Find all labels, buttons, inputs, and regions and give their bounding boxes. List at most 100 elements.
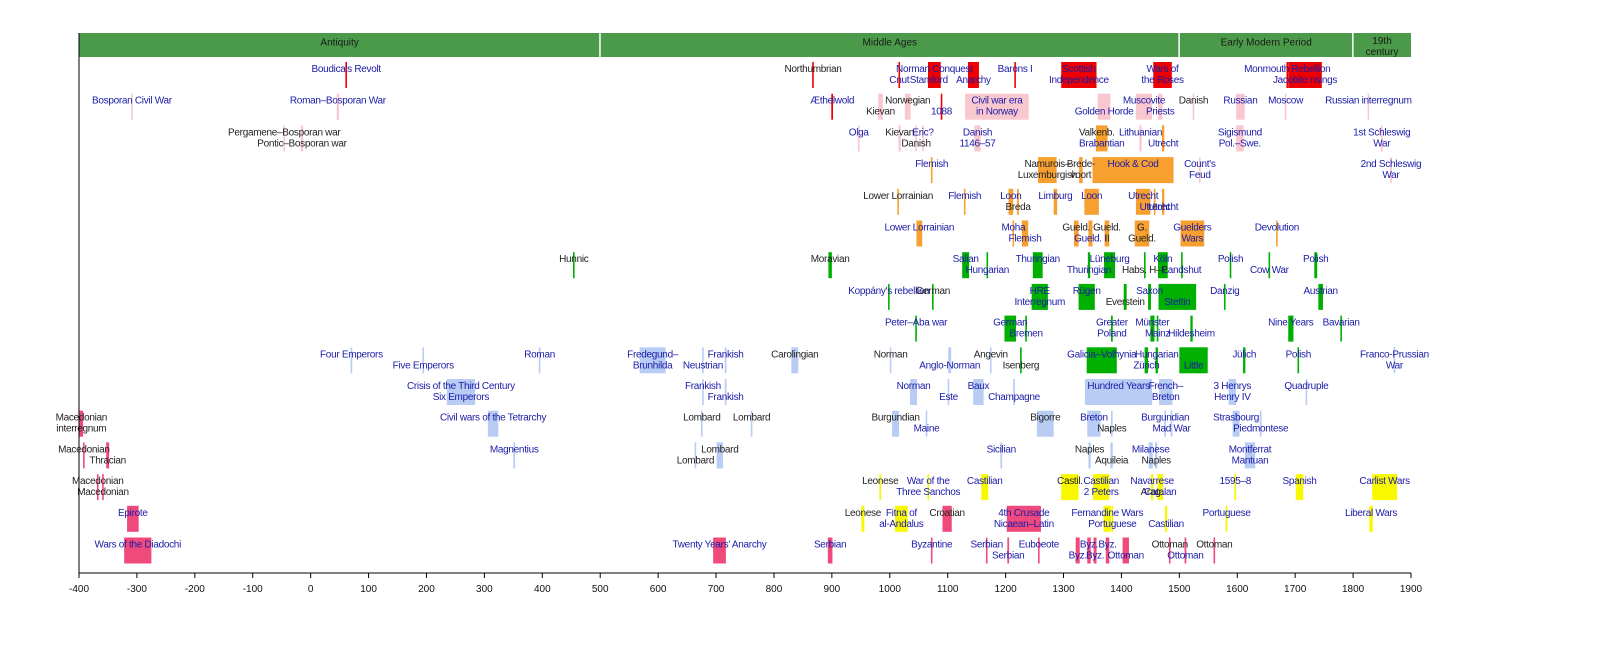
- event-label[interactable]: Ottoman: [1108, 551, 1145, 562]
- event-label[interactable]: Saxon: [1136, 286, 1163, 297]
- event-label[interactable]: Este: [939, 392, 959, 403]
- event-label[interactable]: Zürich: [1133, 360, 1159, 371]
- event-label[interactable]: Ottoman: [1167, 551, 1204, 562]
- event-label[interactable]: Byzantine: [911, 540, 953, 551]
- event-label[interactable]: Serbian: [971, 540, 1004, 551]
- event-label[interactable]: Twenty Years' Anarchy: [673, 540, 768, 551]
- event-label[interactable]: Roman–Bosporan War: [290, 96, 387, 107]
- event-label[interactable]: Brabantian: [1079, 138, 1125, 149]
- event-label[interactable]: Boudica's Revolt: [312, 64, 382, 75]
- event-label[interactable]: Utrecht: [1148, 138, 1179, 149]
- event-label[interactable]: Muscovite: [1123, 96, 1166, 107]
- event-label[interactable]: Anglo-Norman: [919, 360, 980, 371]
- event-label[interactable]: Byz.: [1069, 551, 1088, 562]
- event-label[interactable]: 1088: [931, 107, 953, 118]
- event-label[interactable]: Salian: [953, 254, 979, 265]
- event-label[interactable]: Magnentius: [490, 444, 539, 455]
- event-label[interactable]: Polish: [1218, 254, 1244, 265]
- event-label[interactable]: Stamford: [910, 75, 948, 86]
- event-label[interactable]: 3 Henrys Henry IV: [1214, 381, 1252, 403]
- event-label[interactable]: Quadruple: [1284, 381, 1329, 392]
- event-label[interactable]: Lüneburg: [1090, 254, 1130, 265]
- event-label[interactable]: Nine Years: [1268, 318, 1314, 329]
- event-label[interactable]: War of the Three Sanchos: [896, 476, 961, 498]
- event-label[interactable]: Bosporan Civil War: [92, 96, 173, 107]
- event-label[interactable]: Neustrian: [683, 360, 723, 371]
- event-label[interactable]: Flemish: [1009, 234, 1042, 245]
- event-label[interactable]: Milanese: [1132, 444, 1171, 455]
- event-label[interactable]: Landshut: [1163, 265, 1203, 276]
- event-label[interactable]: Mainz: [1145, 329, 1171, 340]
- event-label[interactable]: Danzig: [1210, 286, 1240, 297]
- event-label[interactable]: Greater Poland: [1096, 318, 1129, 340]
- event-label[interactable]: Spanish: [1282, 476, 1316, 487]
- event-label[interactable]: Utrecht: [1148, 202, 1179, 213]
- event-label[interactable]: Fredegund– Brunhilda: [627, 349, 679, 371]
- event-label[interactable]: Cow War: [1250, 265, 1290, 276]
- event-label[interactable]: Lower Lorrainian: [884, 223, 954, 234]
- event-label[interactable]: Euboeote: [1019, 540, 1060, 551]
- event-label[interactable]: Baux: [968, 381, 990, 392]
- event-label[interactable]: Burgundian: [1141, 413, 1189, 424]
- event-label[interactable]: Moha: [1001, 223, 1026, 234]
- event-label[interactable]: Byz.: [1080, 540, 1099, 551]
- event-label[interactable]: 2nd Schleswig War: [1361, 159, 1422, 181]
- event-label[interactable]: Loon: [1000, 191, 1021, 202]
- event-label[interactable]: Fernandine Wars: [1071, 508, 1143, 519]
- event-label[interactable]: Lithuanian: [1119, 127, 1162, 138]
- event-label[interactable]: Loon: [1081, 191, 1102, 202]
- event-label[interactable]: Piedmontese: [1233, 424, 1289, 435]
- event-label[interactable]: Moscow: [1268, 96, 1304, 107]
- event-label[interactable]: Barons I: [998, 64, 1033, 75]
- event-label[interactable]: Stettin: [1164, 297, 1191, 308]
- event-label[interactable]: HRE Interregnum: [1014, 286, 1065, 308]
- event-label[interactable]: Utrecht: [1128, 191, 1159, 202]
- event-label[interactable]: Flemish: [915, 159, 948, 170]
- event-label[interactable]: 1st Schleswig War: [1353, 127, 1411, 149]
- event-label[interactable]: Cnut: [889, 75, 910, 86]
- event-label[interactable]: Polish: [1303, 254, 1329, 265]
- event-label[interactable]: German: [993, 318, 1028, 329]
- event-label[interactable]: Portuguese: [1088, 519, 1137, 530]
- event-label[interactable]: Navarrese: [1130, 476, 1174, 487]
- event-label[interactable]: Sicilian: [987, 444, 1017, 455]
- event-label[interactable]: Four Emperors: [320, 349, 383, 360]
- event-label[interactable]: Sigismund Pol.–Swe.: [1218, 127, 1262, 149]
- event-label[interactable]: Little: [1184, 360, 1204, 371]
- event-label[interactable]: Strasbourg: [1213, 413, 1259, 424]
- event-label[interactable]: Frankish: [685, 381, 721, 392]
- event-label[interactable]: Flemish: [948, 191, 981, 202]
- event-label[interactable]: Devolution: [1255, 223, 1300, 234]
- event-label[interactable]: Portuguese: [1202, 508, 1251, 519]
- event-label[interactable]: Rügen: [1073, 286, 1101, 297]
- event-label[interactable]: Æthelwold: [810, 96, 854, 107]
- event-label[interactable]: Catalan: [1144, 487, 1177, 498]
- event-label[interactable]: Thuringian: [1067, 265, 1112, 276]
- event-label[interactable]: Norman: [897, 381, 931, 392]
- event-label[interactable]: Gueld. I: [1074, 234, 1107, 245]
- event-label[interactable]: Epirote: [118, 508, 149, 519]
- event-label[interactable]: Jülich: [1232, 349, 1256, 360]
- event-label[interactable]: Golden Horde: [1075, 107, 1135, 118]
- event-label[interactable]: Byz.: [1098, 540, 1117, 551]
- event-label[interactable]: Anarchy: [956, 75, 991, 86]
- event-label[interactable]: Maine: [914, 424, 941, 435]
- event-label[interactable]: Russian: [1223, 96, 1257, 107]
- event-label[interactable]: Peter–Aba war: [885, 318, 949, 329]
- event-label[interactable]: Civil war era in Norway: [971, 96, 1023, 118]
- event-label[interactable]: Hungarian: [966, 265, 1010, 276]
- event-label[interactable]: Castilian: [1148, 519, 1184, 530]
- event-label[interactable]: Five Emperors: [393, 360, 455, 371]
- event-label[interactable]: Count's Feud: [1184, 159, 1216, 181]
- event-label[interactable]: Utrecht: [1140, 202, 1171, 213]
- event-label[interactable]: Polish: [1286, 349, 1312, 360]
- event-label[interactable]: Carlist Wars: [1359, 476, 1410, 487]
- event-label[interactable]: Priests: [1146, 107, 1175, 118]
- event-label[interactable]: Norman Conquest: [896, 64, 973, 75]
- event-label[interactable]: Byz.: [1086, 551, 1105, 562]
- event-label[interactable]: Crisis of the Third Century Six Emperors: [407, 381, 515, 403]
- event-label[interactable]: Russian interregnum: [1325, 96, 1412, 107]
- event-label[interactable]: Scottish Independence: [1049, 64, 1110, 86]
- event-label[interactable]: Eric?: [912, 127, 934, 138]
- event-label[interactable]: Serbian: [992, 551, 1025, 562]
